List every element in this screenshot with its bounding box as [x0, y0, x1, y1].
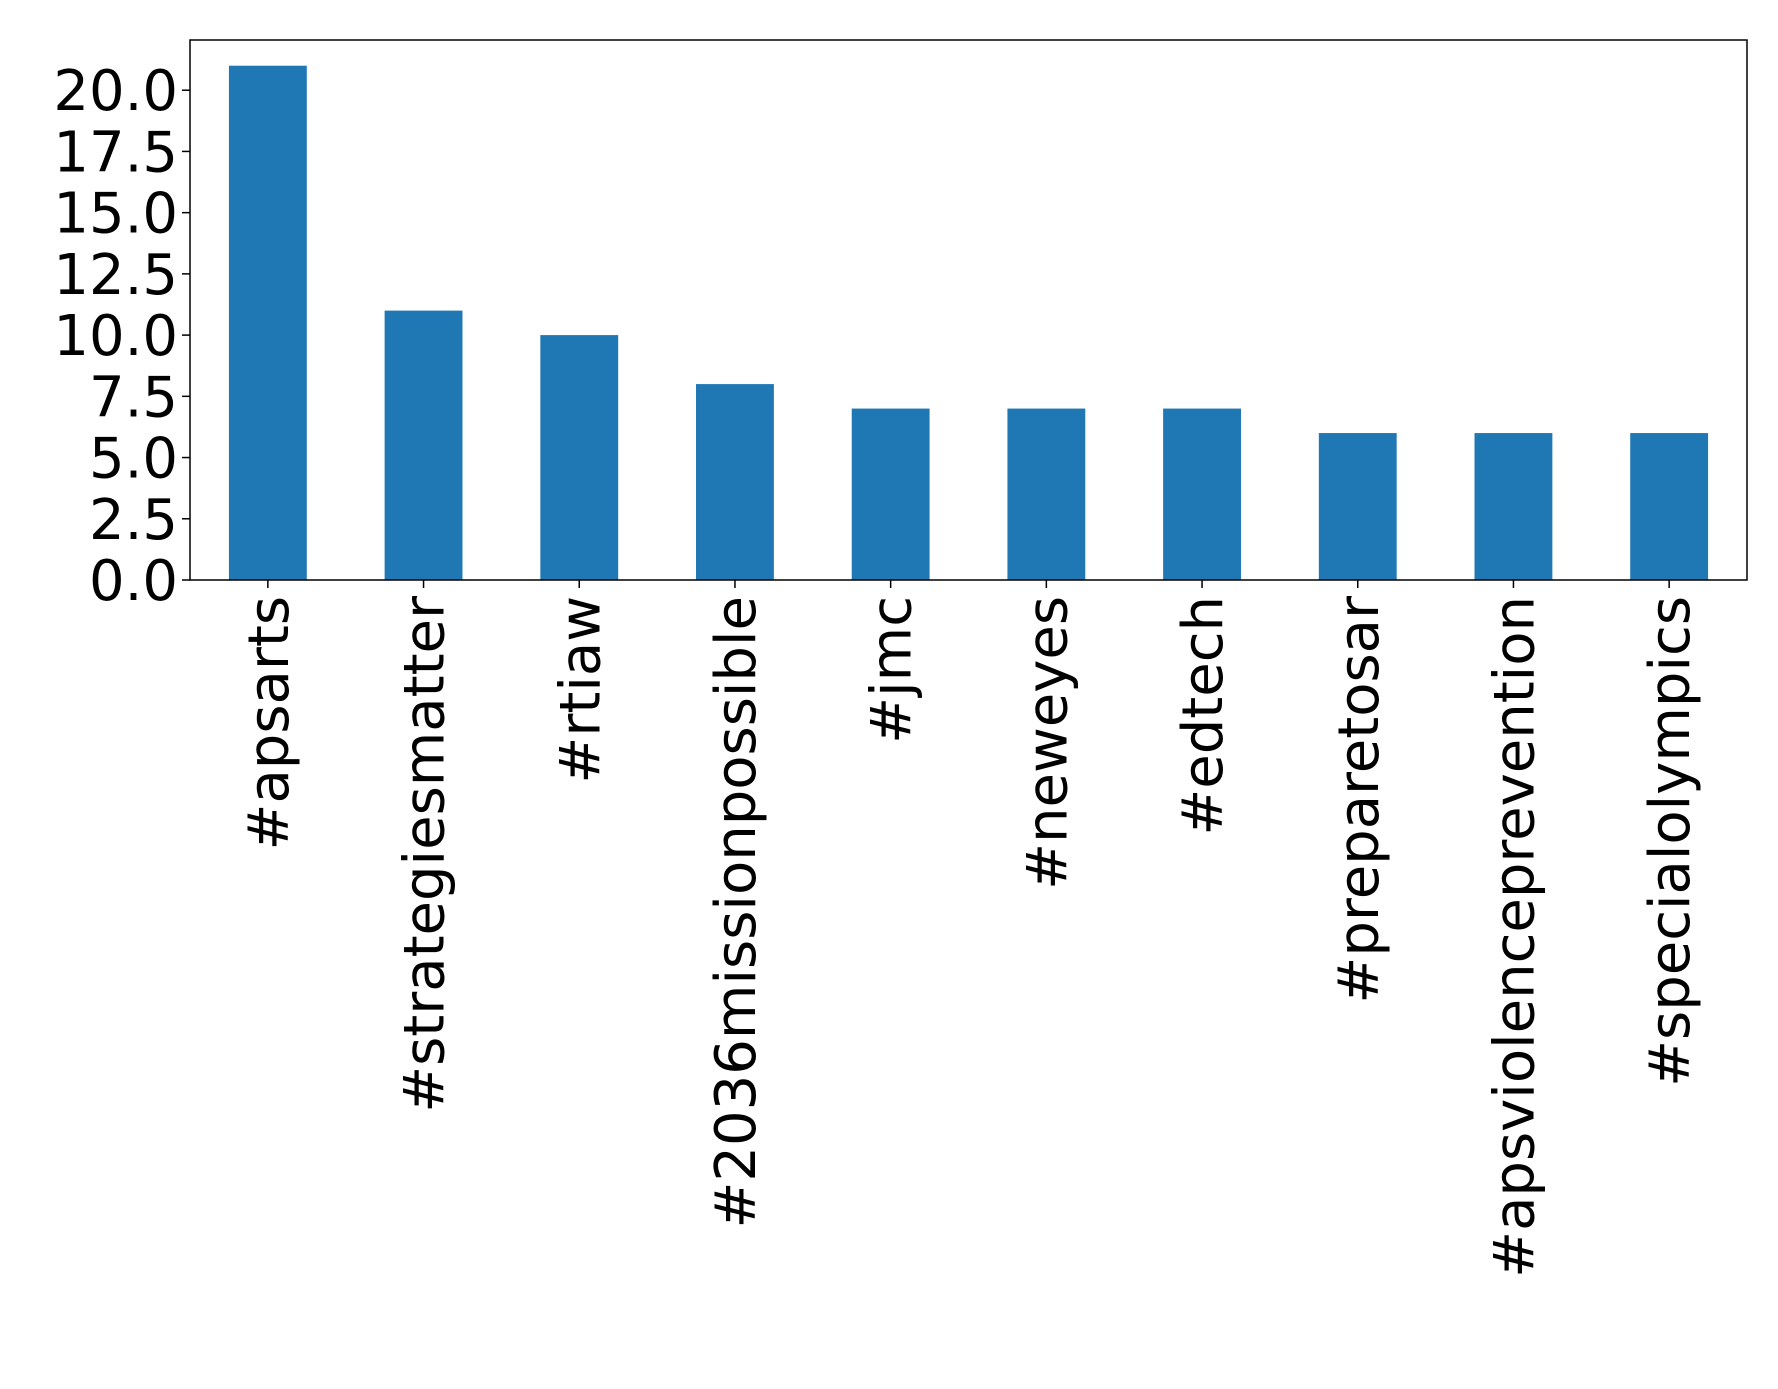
bar-apsviolenceprevention — [1474, 433, 1553, 580]
bar-edtech — [1163, 408, 1241, 580]
bar-specialolympics — [1630, 433, 1709, 580]
y-tick-label: 17.5 — [53, 120, 178, 185]
x-axis: #apsarts #strategiesmatter #rtiaw #2036miss… — [237, 580, 1703, 1278]
y-tick-label: 5.0 — [89, 427, 178, 492]
y-tick-label: 20.0 — [53, 59, 178, 124]
bar-jmc — [851, 408, 930, 580]
bar-apsarts — [228, 65, 307, 580]
bars-group — [228, 65, 1709, 580]
bar-neweyes — [1007, 408, 1086, 580]
x-tick-label: #apsviolenceprevention — [1482, 596, 1547, 1278]
x-tick-label: #rtiaw — [548, 596, 613, 784]
bar-preparetosar — [1318, 433, 1397, 580]
plot-area-frame — [189, 39, 1748, 581]
x-tick-label: #specialolympics — [1638, 596, 1703, 1087]
y-tick-label: 12.5 — [53, 243, 178, 308]
y-tick-label: 2.5 — [89, 488, 178, 553]
y-tick-label: 0.0 — [89, 549, 178, 614]
x-tick-label: #neweyes — [1015, 596, 1080, 890]
x-tick-label: #preparetosar — [1327, 595, 1392, 1004]
y-tick-label: 15.0 — [53, 182, 178, 247]
y-axis: 0.02.55.07.510.012.515.017.520.0 — [53, 59, 190, 614]
x-tick-label: #jmc — [860, 596, 925, 744]
bar-2036missionpossible — [696, 384, 774, 580]
bar-strategiesmatter — [384, 310, 463, 580]
y-tick-label: 7.5 — [89, 365, 178, 430]
x-tick-label: #edtech — [1171, 596, 1236, 836]
x-tick-label: #strategiesmatter — [393, 595, 458, 1113]
x-tick-label: #2036missionpossible — [704, 596, 769, 1229]
bar-rtiaw — [540, 335, 619, 580]
x-tick-label: #apsarts — [237, 596, 302, 850]
y-tick-label: 10.0 — [53, 304, 178, 369]
